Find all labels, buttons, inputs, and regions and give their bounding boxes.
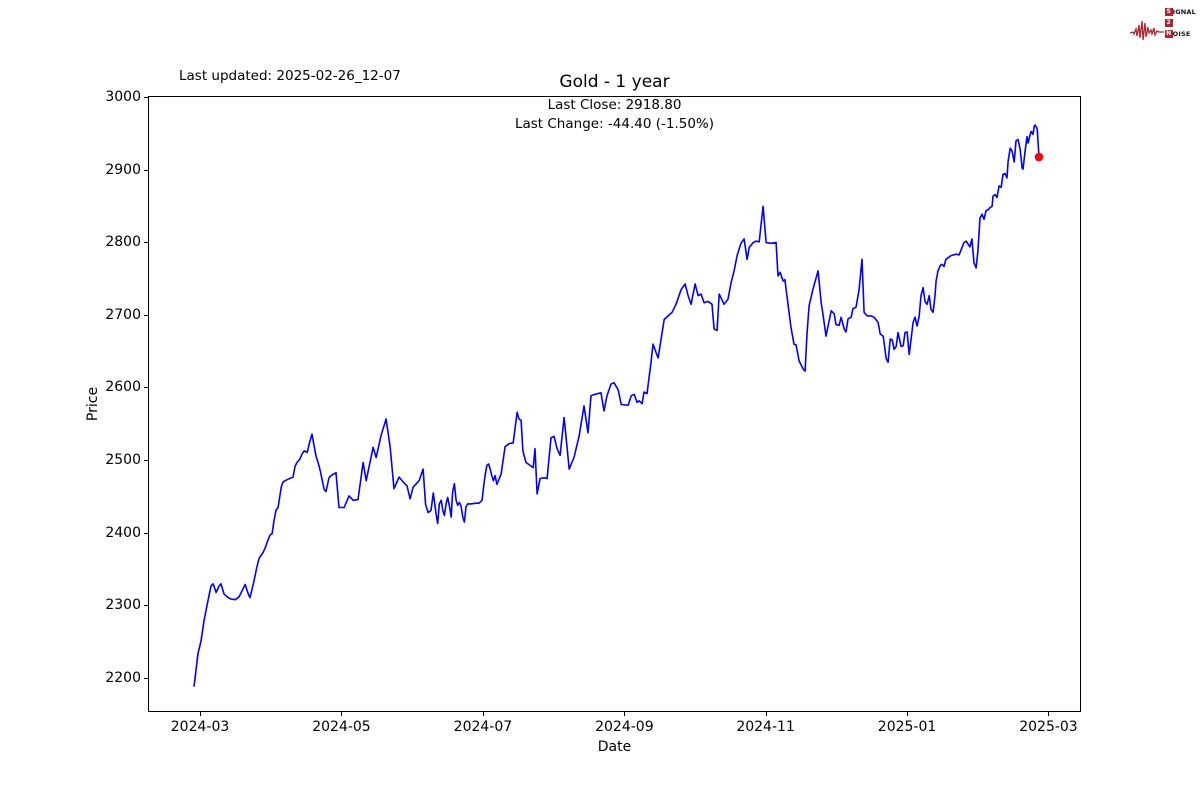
y-tick-mark [144,677,148,679]
x-tick-label: 2024-11 [736,719,795,735]
x-tick-mark [482,712,484,716]
x-tick-label: 2025-01 [877,719,937,735]
waveform-icon [1129,20,1164,41]
logo-row-signal: S IGNAL [1164,8,1196,16]
logo-row-2: 2 [1164,19,1196,27]
y-tick-label: 2300 [105,597,141,614]
x-axis-label: Date [597,739,632,755]
x-tick-mark [1048,712,1050,716]
logo-text: S IGNAL 2 N OISE [1164,8,1196,38]
x-tick-label: 2024-09 [595,719,654,735]
y-tick-mark [144,460,148,462]
y-tick-mark [144,387,148,389]
y-tick-mark [144,314,148,316]
logo-box-n: N [1164,30,1173,38]
logo-box-2: 2 [1164,19,1173,27]
last-close-annotation: Last Close: 2918.80 [547,97,682,113]
y-tick-label: 2900 [105,161,141,178]
price-line [193,124,1040,687]
logo-box-s: S [1164,8,1173,16]
x-tick-label: 2024-03 [170,719,230,735]
y-tick-mark [144,169,148,171]
x-tick-mark [624,712,626,716]
y-tick-mark [144,532,148,534]
plot-area [148,96,1081,712]
y-tick-mark [144,242,148,244]
chart-title: Gold - 1 year [559,72,670,92]
x-tick-label: 2024-05 [312,719,371,735]
y-tick-label: 2700 [105,306,141,323]
logo-noise-rest: OISE [1172,30,1191,38]
signal2noise-logo: S IGNAL 2 N OISE [1129,4,1196,42]
y-tick-label: 3000 [105,89,141,106]
x-tick-mark [341,712,343,716]
x-tick-label: 2024-07 [453,719,513,735]
x-tick-label: 2025-03 [1019,719,1078,735]
y-tick-label: 2800 [105,234,141,251]
y-tick-mark [144,605,148,607]
y-tick-label: 2400 [105,524,141,541]
x-tick-mark [907,712,909,716]
logo-signal-rest: IGNAL [1172,8,1196,16]
last-change-annotation: Last Change: -44.40 (-1.50%) [514,116,715,132]
y-tick-label: 2200 [105,669,141,686]
y-tick-label: 2600 [105,379,141,396]
price-line-chart [193,124,1044,687]
last-close-marker [1034,152,1044,162]
x-tick-mark [765,712,767,716]
y-tick-label: 2500 [105,452,141,469]
logo-row-noise: N OISE [1164,30,1196,38]
last-updated-text: Last updated: 2025-02-26_12-07 [179,68,401,84]
y-tick-mark [144,97,148,99]
x-tick-mark [200,712,202,716]
